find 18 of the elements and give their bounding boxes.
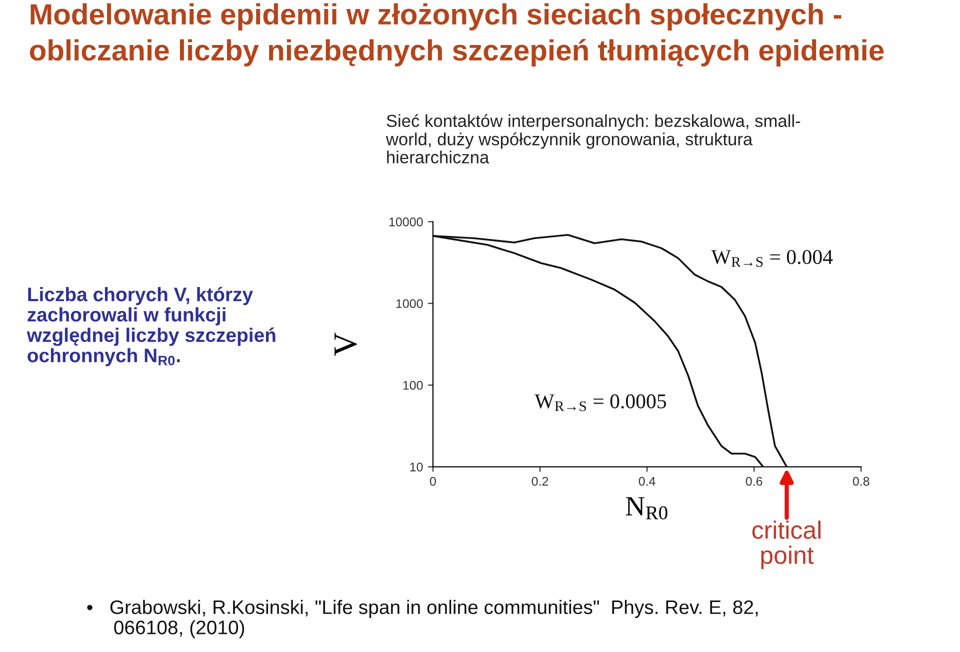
chart-title: Modelowanie epidemii w złożonych sieciach społecznych - obliczanie liczby niezbędnych szczepień tłumiących epidemie: [30, 3, 884, 66]
x-tick-label: 0.2: [532, 476, 548, 486]
series-label: W$_{R→S}$ = 0.0005: [534, 394, 666, 412]
series-label: W$_{R→S}$ = 0.004: [711, 250, 833, 267]
y-tick-label: 1000: [396, 299, 423, 308]
y-tick-label: 10000: [389, 217, 423, 226]
y-tick-label: 10: [410, 462, 423, 472]
y-tick-label: 100: [403, 380, 423, 390]
x-tick-label: 0.4: [638, 476, 656, 486]
annotation: critical point: [752, 520, 820, 569]
x-axis-title: N$_{R0}$: [626, 497, 668, 520]
x-tick-label: 0.8: [852, 476, 870, 486]
x-tick-label: 0.6: [746, 476, 762, 486]
y-axis-title: V: [334, 332, 357, 356]
text: Sieć kontaktów interpersonalnych: bezskalowa, small- world, duży współczynnik gronowania, struktura hierarchiczna: [386, 114, 800, 164]
text: • Grabowski, R.Kosinski, "Life span in online communities" Phys. Rev. E, 82, 066108, (2010): [87, 600, 758, 638]
x-tick-label: 0: [430, 476, 436, 486]
text: Liczba chorych V, którzy zachorowali w funkcji względnej liczby szczepień ochronnych N$_{R0}$.: [26, 286, 276, 366]
